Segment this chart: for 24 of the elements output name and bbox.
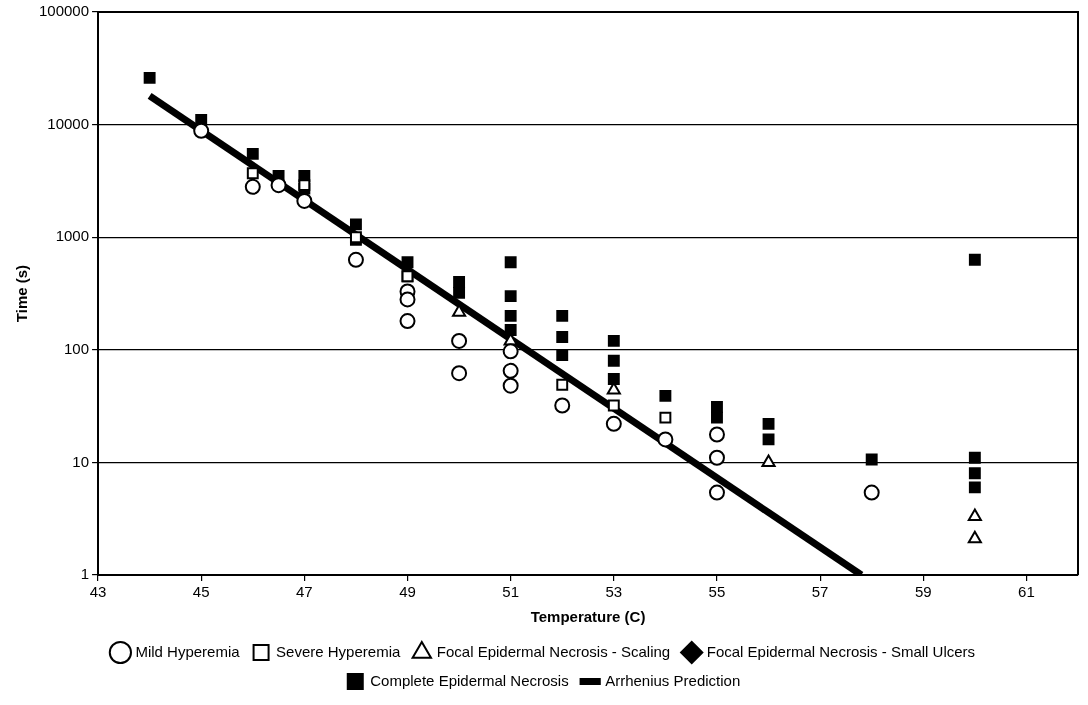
y-tick-label: 100000 (38, 2, 90, 20)
y-axis-title: Time (s) (13, 264, 31, 323)
y-tick-label: 10000 (47, 114, 90, 132)
y-tick-label: 1 (80, 565, 90, 583)
legend-label: Severe Hyperemia (276, 642, 401, 660)
y-tick-label: 10 (72, 452, 90, 470)
x-tick-label: 53 (605, 583, 623, 601)
x-tick-label: 55 (708, 583, 726, 601)
x-axis-title: Temperature (C) (530, 608, 646, 626)
legend-label: Focal Epidermal Necrosis - Small Ulcers (706, 642, 976, 660)
x-tick-label: 43 (89, 583, 107, 601)
x-tick-label: 57 (811, 583, 829, 601)
x-tick-label: 51 (502, 583, 520, 601)
legend-label: Mild Hyperemia (135, 642, 241, 660)
y-tick-label: 100 (64, 339, 90, 357)
x-tick-label: 59 (914, 583, 932, 601)
legend-label: Arrhenius Prediction (605, 671, 741, 689)
x-tick-label: 61 (1018, 583, 1035, 601)
y-tick-label: 1000 (55, 227, 90, 245)
x-tick-label: 45 (192, 583, 210, 601)
legend-label: Complete Epidermal Necrosis (370, 671, 569, 689)
x-tick-label: 47 (296, 583, 313, 601)
legend-label: Focal Epidermal Necrosis - Scaling (436, 642, 671, 660)
x-tick-label: 49 (399, 583, 416, 601)
